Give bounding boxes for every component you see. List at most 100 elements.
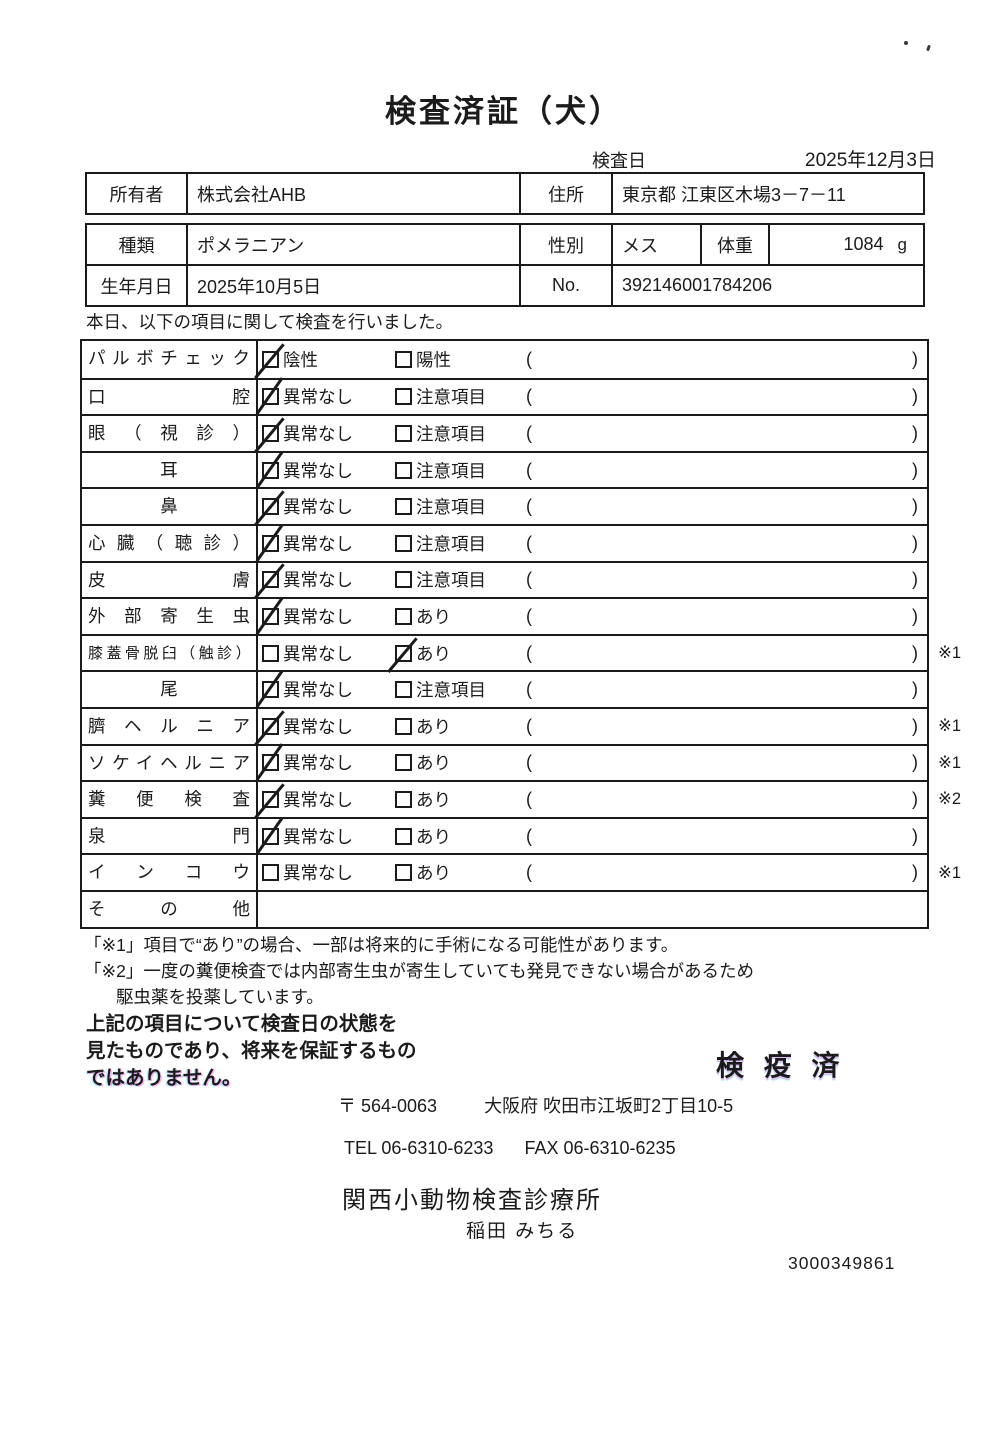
checkbox-icon	[262, 498, 279, 516]
clinic-name: 関西小動物検査診療所	[342, 1187, 602, 1214]
paren-close: )	[912, 862, 918, 883]
checklist-row: 眼（視診） 異常なし 注意項目 ( )	[82, 414, 927, 451]
option-1: 異常なし	[262, 531, 395, 556]
owner-table: 所有者 株式会社AHB 住所 東京都 江東区木場3－7－11	[85, 172, 925, 215]
checkbox-icon	[262, 827, 279, 845]
row-options: 異常なし あり ( )	[258, 599, 927, 634]
option-2-label: 注意項目	[416, 423, 486, 444]
sex-value: メス	[613, 225, 702, 264]
option-2-label: 注意項目	[416, 570, 486, 591]
option-1-label: 異常なし	[283, 497, 353, 518]
row-label: 尾	[82, 672, 258, 707]
paren-close: )	[912, 422, 918, 443]
checkbox-icon	[395, 864, 412, 882]
checklist-row: 外部寄生虫 異常なし あり ( )	[82, 597, 927, 634]
row-options: 異常なし 注意項目 ( )	[258, 416, 927, 451]
paren-open: (	[526, 348, 532, 369]
row-options: 異常なし あり ( ) ※1	[258, 709, 961, 744]
checkbox-icon	[262, 790, 279, 808]
page-title: 検査済証（犬）	[385, 94, 623, 129]
birthdate-label: 生年月日	[87, 266, 188, 305]
option-2: あり	[395, 641, 526, 666]
disclaimer: 上記の項目について検査日の状態を 見たものであり、将来を保証するもの ではありま…	[86, 1011, 417, 1092]
option-1-label: 異常なし	[283, 680, 353, 701]
row-options: 異常なし 注意項目 ( )	[258, 563, 927, 598]
checkbox-icon	[395, 827, 412, 845]
option-1: 異常なし	[262, 787, 395, 812]
row-note: ※2	[938, 790, 962, 809]
checkbox-icon	[262, 424, 279, 442]
option-1-label: 異常なし	[283, 387, 353, 408]
option-2: 注意項目	[395, 677, 526, 702]
option-2: 陽性	[395, 347, 526, 372]
checkbox-icon	[262, 754, 279, 772]
option-1: 異常なし	[262, 750, 395, 775]
paren-open: (	[526, 752, 532, 773]
paren-open: (	[526, 862, 532, 883]
breed-value: ポメラニアン	[188, 225, 521, 264]
option-1-label: 異常なし	[283, 789, 353, 810]
paren-open: (	[526, 422, 532, 443]
number-value: 392146001784206	[622, 275, 773, 295]
clinic-phone-row: TEL 06-6310-6233 FAX 06-6310-6235	[344, 1138, 676, 1159]
quarantine-stamp: 検 疫 済	[716, 1050, 846, 1081]
disclaimer-line-2: 見たものであり、将来を保証するもの	[86, 1040, 417, 1062]
option-1: 異常なし	[262, 384, 395, 409]
paren-open: (	[526, 715, 532, 736]
checkbox-icon	[395, 571, 412, 589]
option-1-label: 異常なし	[283, 643, 353, 664]
clinic-address-row: 〒 564-0063 大阪府 吹田市江坂町2丁目10-5	[338, 1092, 733, 1118]
checklist-row: 臍ヘルニア 異常なし あり ( ) ※1	[82, 706, 961, 744]
option-2: あり	[395, 604, 526, 629]
checklist-table: パルボチェック 陰性 陽性 ( ) 口腔 異常なし 注意項目	[80, 339, 961, 929]
row-options: 陰性 陽性 ( )	[258, 341, 927, 378]
disclaimer-line-1: 上記の項目について検査日の状態を	[86, 1013, 398, 1035]
option-2-label: あり	[416, 606, 451, 627]
row-note: ※1	[938, 863, 962, 882]
row-label: 糞便検査	[82, 782, 258, 817]
row-label: その他	[82, 891, 258, 927]
row-label: 眼（視診）	[82, 416, 258, 451]
row-label: 臍ヘルニア	[82, 708, 258, 744]
row-options: 異常なし 注意項目 ( )	[258, 489, 927, 524]
option-1-label: 異常なし	[283, 753, 353, 774]
paren-close: )	[912, 788, 918, 809]
checkbox-icon	[395, 790, 412, 808]
checkbox-icon	[395, 754, 412, 772]
option-2: あり	[395, 824, 526, 849]
paren-open: (	[526, 532, 532, 553]
row-label: ソケイヘルニア	[82, 745, 258, 781]
checkbox-icon	[395, 534, 412, 552]
option-2: 注意項目	[395, 531, 526, 556]
checkbox-icon	[395, 717, 412, 735]
option-1: 異常なし	[262, 458, 395, 483]
paren-close: )	[912, 569, 918, 590]
option-2-label: あり	[416, 826, 451, 847]
row-options: 異常なし 注意項目 ( )	[258, 380, 927, 415]
option-1: 異常なし	[262, 641, 395, 666]
paren-close: )	[912, 679, 918, 700]
number-label: No.	[521, 266, 613, 305]
checkbox-icon	[262, 607, 279, 625]
row-label: 鼻	[82, 489, 258, 524]
row-options: 異常なし 注意項目 ( )	[258, 453, 927, 488]
checkbox-icon	[395, 424, 412, 442]
inspection-date-value: 2025年12月3日	[805, 150, 936, 171]
paren-open: (	[526, 642, 532, 663]
scan-speck	[926, 44, 931, 52]
veterinarian-name: 稲田 みちる	[466, 1221, 579, 1242]
breed-label: 種類	[87, 225, 188, 264]
checkbox-icon	[262, 461, 279, 479]
row-label: 泉門	[82, 818, 258, 854]
option-2: あり	[395, 750, 526, 775]
inspection-date-label: 検査日	[592, 151, 646, 171]
option-1: 異常なし	[262, 824, 395, 849]
checkbox-icon	[262, 717, 279, 735]
checklist-row: 膝蓋骨脱臼（触診） 異常なし あり ( ) ※1	[82, 633, 961, 671]
row-label: パルボチェック	[82, 341, 258, 378]
row-note: ※1	[938, 753, 962, 772]
option-2: 注意項目	[395, 567, 526, 592]
checklist-row: 口腔 異常なし 注意項目 ( )	[82, 377, 927, 415]
checklist-row: 皮膚 異常なし 注意項目 ( )	[82, 560, 927, 598]
option-1-label: 異常なし	[283, 716, 353, 737]
